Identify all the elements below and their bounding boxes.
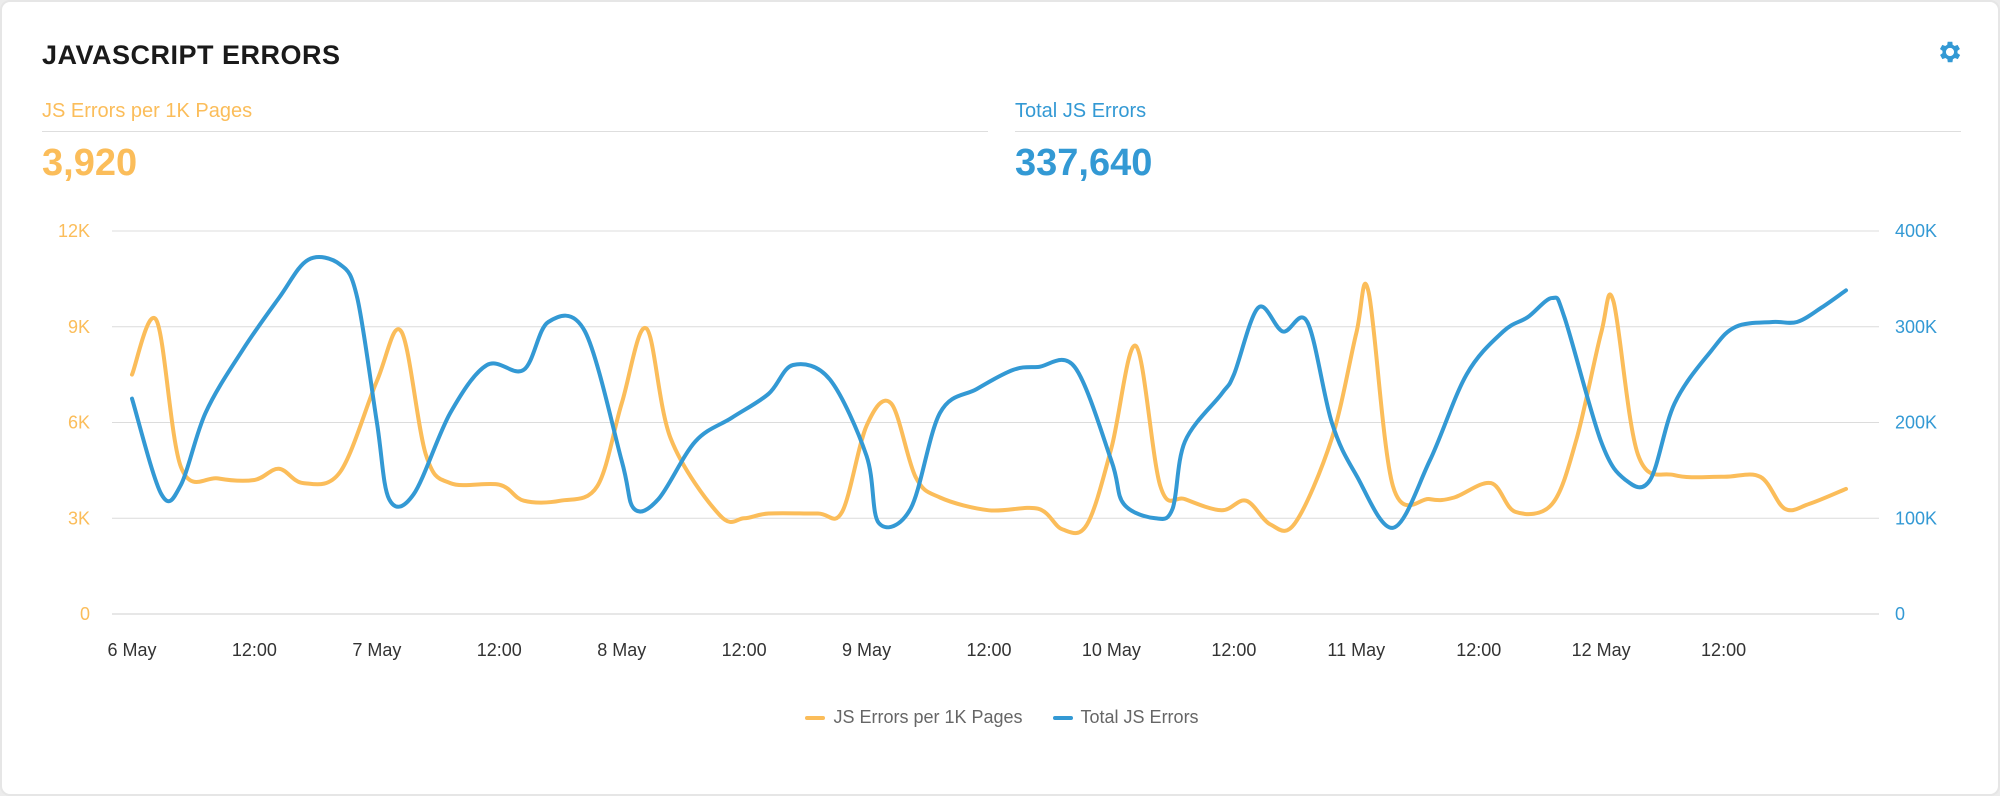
metric-label: JS Errors per 1K Pages: [42, 100, 988, 132]
legend-swatch: [1052, 715, 1073, 720]
y-right-tick-label: 100K: [1895, 508, 1937, 528]
legend-label: Total JS Errors: [1080, 707, 1199, 727]
x-tick-label: 12:00: [966, 640, 1011, 660]
x-tick-label: 10 May: [1082, 640, 1141, 660]
metric-value: 337,640: [1015, 142, 1153, 184]
metric-total-js-errors: Total JS Errors 337,640: [1015, 100, 1961, 185]
y-right-tick-label: 0: [1895, 604, 1905, 624]
x-tick-label: 8 May: [597, 640, 646, 660]
y-left-tick-label: 0: [80, 604, 90, 624]
line-chart: 0 0 3K 100K 6K 200K 9K 300K 12K 400K 6 May 12:00 7 M…: [58, 221, 1937, 660]
y-left-tick-label: 12K: [58, 221, 90, 241]
panel-title: JAVASCRIPT ERRORS: [42, 40, 341, 70]
series-line-js-errors-per-1k: [130, 281, 1848, 536]
x-tick-label: 12:00: [1456, 640, 1501, 660]
x-tick-label: 12:00: [477, 640, 522, 660]
legend-label: JS Errors per 1K Pages: [833, 707, 1023, 727]
y-left-tick-label: 3K: [68, 508, 90, 528]
x-tick-label: 12 May: [1572, 640, 1631, 660]
series-line-total-js-errors: [130, 255, 1848, 530]
legend-swatch: [805, 715, 826, 720]
y-right-tick-label: 300K: [1895, 317, 1937, 337]
x-tick-label: 9 May: [842, 640, 891, 660]
x-tick-label: 6 May: [107, 640, 156, 660]
metric-label: Total JS Errors: [1015, 100, 1961, 132]
x-tick-label: 11 May: [1327, 640, 1385, 660]
legend-item-js-errors-per-1k[interactable]: JS Errors per 1K Pages: [805, 707, 1023, 728]
x-tick-label: 12:00: [1701, 640, 1746, 660]
x-tick-label: 7 May: [352, 640, 401, 660]
x-tick-label: 12:00: [1211, 640, 1256, 660]
x-tick-label: 12:00: [232, 640, 277, 660]
x-tick-label: 12:00: [722, 640, 767, 660]
y-left-tick-label: 9K: [68, 317, 90, 337]
legend-item-total-js-errors[interactable]: Total JS Errors: [1052, 707, 1199, 728]
y-right-tick-label: 200K: [1895, 413, 1937, 433]
metric-value: 3,920: [42, 142, 138, 184]
y-right-tick-label: 400K: [1895, 221, 1937, 241]
metric-js-errors-per-1k: JS Errors per 1K Pages 3,920: [42, 100, 988, 185]
y-left-tick-label: 6K: [68, 413, 90, 433]
chart-legend: JS Errors per 1K Pages Total JS Errors: [2, 707, 2000, 728]
gear-icon[interactable]: [1936, 38, 1964, 66]
